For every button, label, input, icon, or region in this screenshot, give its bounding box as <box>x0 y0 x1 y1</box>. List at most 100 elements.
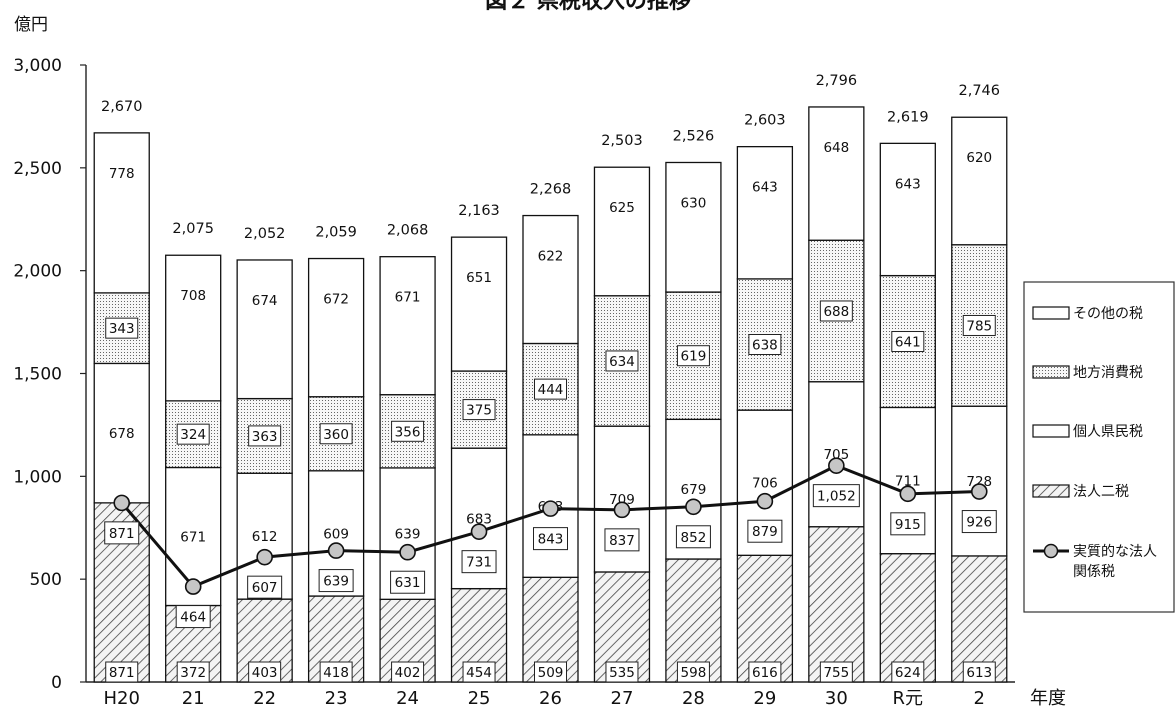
bar-value-label: 643 <box>895 176 921 192</box>
legend-swatch <box>1032 424 1070 438</box>
bar-segment <box>450 236 508 372</box>
bar-label-box <box>105 661 139 683</box>
total-label: 2,163 <box>458 203 500 219</box>
line-value-label: 852 <box>681 530 707 546</box>
bar-label-box <box>462 661 496 683</box>
legend-marker <box>1043 543 1059 559</box>
line-label-box <box>104 521 140 545</box>
x-tick-label: 29 <box>753 688 776 709</box>
bar-value-label: 622 <box>538 249 564 265</box>
total-label: 2,075 <box>172 221 214 237</box>
line-value-label: 879 <box>752 524 778 540</box>
legend-label: その他の税 <box>1073 306 1143 322</box>
total-label: 2,503 <box>601 133 643 149</box>
total-label: 2,059 <box>315 225 357 241</box>
bar-value-label: 402 <box>395 665 421 681</box>
line-series: 871 464 607 639 631 731 843 837 852 879 1,052 915 92… <box>104 457 997 629</box>
bar-value-label: 643 <box>752 180 778 196</box>
bar-value-label: 648 <box>823 140 849 156</box>
line-point <box>542 500 559 517</box>
bar-value-label: 639 <box>395 527 421 543</box>
line-point <box>399 543 416 561</box>
bar-value-label: 612 <box>252 529 278 545</box>
line-value-label: 607 <box>252 580 278 596</box>
bar-value-label: 672 <box>323 292 349 308</box>
bar-label-box <box>605 661 639 683</box>
legend-swatch <box>1032 365 1070 379</box>
legend-label: 地方消費税 <box>1073 365 1143 381</box>
bar-value-label: 619 <box>681 349 707 365</box>
bar-value-label: 598 <box>681 665 707 681</box>
line-point <box>756 492 774 510</box>
bar-segment <box>379 256 436 396</box>
legend-swatch <box>1032 306 1070 320</box>
bar-label-box <box>962 661 996 683</box>
bar-value-label: 778 <box>109 166 135 182</box>
line-point <box>613 501 631 519</box>
bar-label-box <box>462 399 496 421</box>
bar-value-label: 728 <box>966 474 992 490</box>
bar-value-label: 625 <box>609 200 635 216</box>
bar-segment <box>236 259 293 400</box>
line-label-box <box>961 510 997 534</box>
bar-label-box <box>176 661 210 683</box>
y-axis: 0 500 1,000 1,500 2,000 2,500 3,000 <box>13 56 1015 693</box>
total-label: 2,603 <box>744 113 786 129</box>
x-tick-label: 25 <box>468 688 491 709</box>
x-tick-label: 26 <box>539 688 562 709</box>
bar-segment <box>522 214 579 345</box>
bar-label-box <box>248 661 282 683</box>
line-value-label: 837 <box>609 533 635 549</box>
bar-value-label: 705 <box>823 447 849 463</box>
bar-value-label: 444 <box>538 382 564 398</box>
total-label: 2,052 <box>244 226 286 242</box>
bar-value-label: 871 <box>109 665 135 681</box>
bar-segment <box>879 142 936 277</box>
x-tick-label: H20 <box>104 688 140 709</box>
line-point <box>970 483 988 500</box>
bar-value-label: 755 <box>823 665 849 681</box>
bar-value-label: 418 <box>323 665 349 681</box>
bar-label-box <box>819 300 853 322</box>
total-label: 2,796 <box>816 73 858 89</box>
x-tick-label: 28 <box>682 688 705 709</box>
y-tick-label: 2,500 <box>13 159 62 179</box>
line-label-box <box>533 527 568 551</box>
bar-label-box <box>534 378 567 400</box>
line-point <box>327 542 345 559</box>
bar-value-label: 360 <box>323 427 349 443</box>
total-label: 2,670 <box>101 99 143 115</box>
line-value-label: 464 <box>180 610 206 626</box>
bar-value-label: 363 <box>252 429 278 445</box>
total-label: 2,526 <box>673 128 715 144</box>
bar-value-label: 671 <box>395 290 421 306</box>
bar-value-label: 372 <box>180 665 206 681</box>
bar-segment <box>736 145 794 280</box>
line-value-label: 1,052 <box>817 489 856 505</box>
x-tick-label: 27 <box>611 688 634 709</box>
bar-value-label: 454 <box>466 665 492 681</box>
line-label-box <box>175 605 211 629</box>
x-tick-label: 2 <box>974 688 985 709</box>
bar-segment <box>165 254 222 402</box>
bar-label-box <box>248 425 282 447</box>
bar-value-label: 671 <box>180 529 206 545</box>
bar-value-label: 343 <box>109 321 135 337</box>
bar-value-label: 630 <box>681 195 707 211</box>
bar-value-label: 375 <box>466 403 492 419</box>
bar-value-label: 706 <box>752 476 778 492</box>
total-label: 2,746 <box>959 83 1001 99</box>
total-label: 2,068 <box>387 223 429 239</box>
legend-label: 法人二税 <box>1073 484 1129 500</box>
line-point <box>685 498 702 516</box>
bar-label-box <box>748 661 782 683</box>
bar-label-box <box>176 423 210 445</box>
line-label-box <box>390 570 426 594</box>
line-value-label: 871 <box>109 526 135 542</box>
bar-value-label: 509 <box>538 665 564 681</box>
bar-value-label: 688 <box>823 304 849 320</box>
line-value-label: 631 <box>395 575 421 591</box>
line-point <box>470 523 488 540</box>
bar-segment <box>951 116 1008 246</box>
y-axis-label: 億円 <box>14 15 48 35</box>
